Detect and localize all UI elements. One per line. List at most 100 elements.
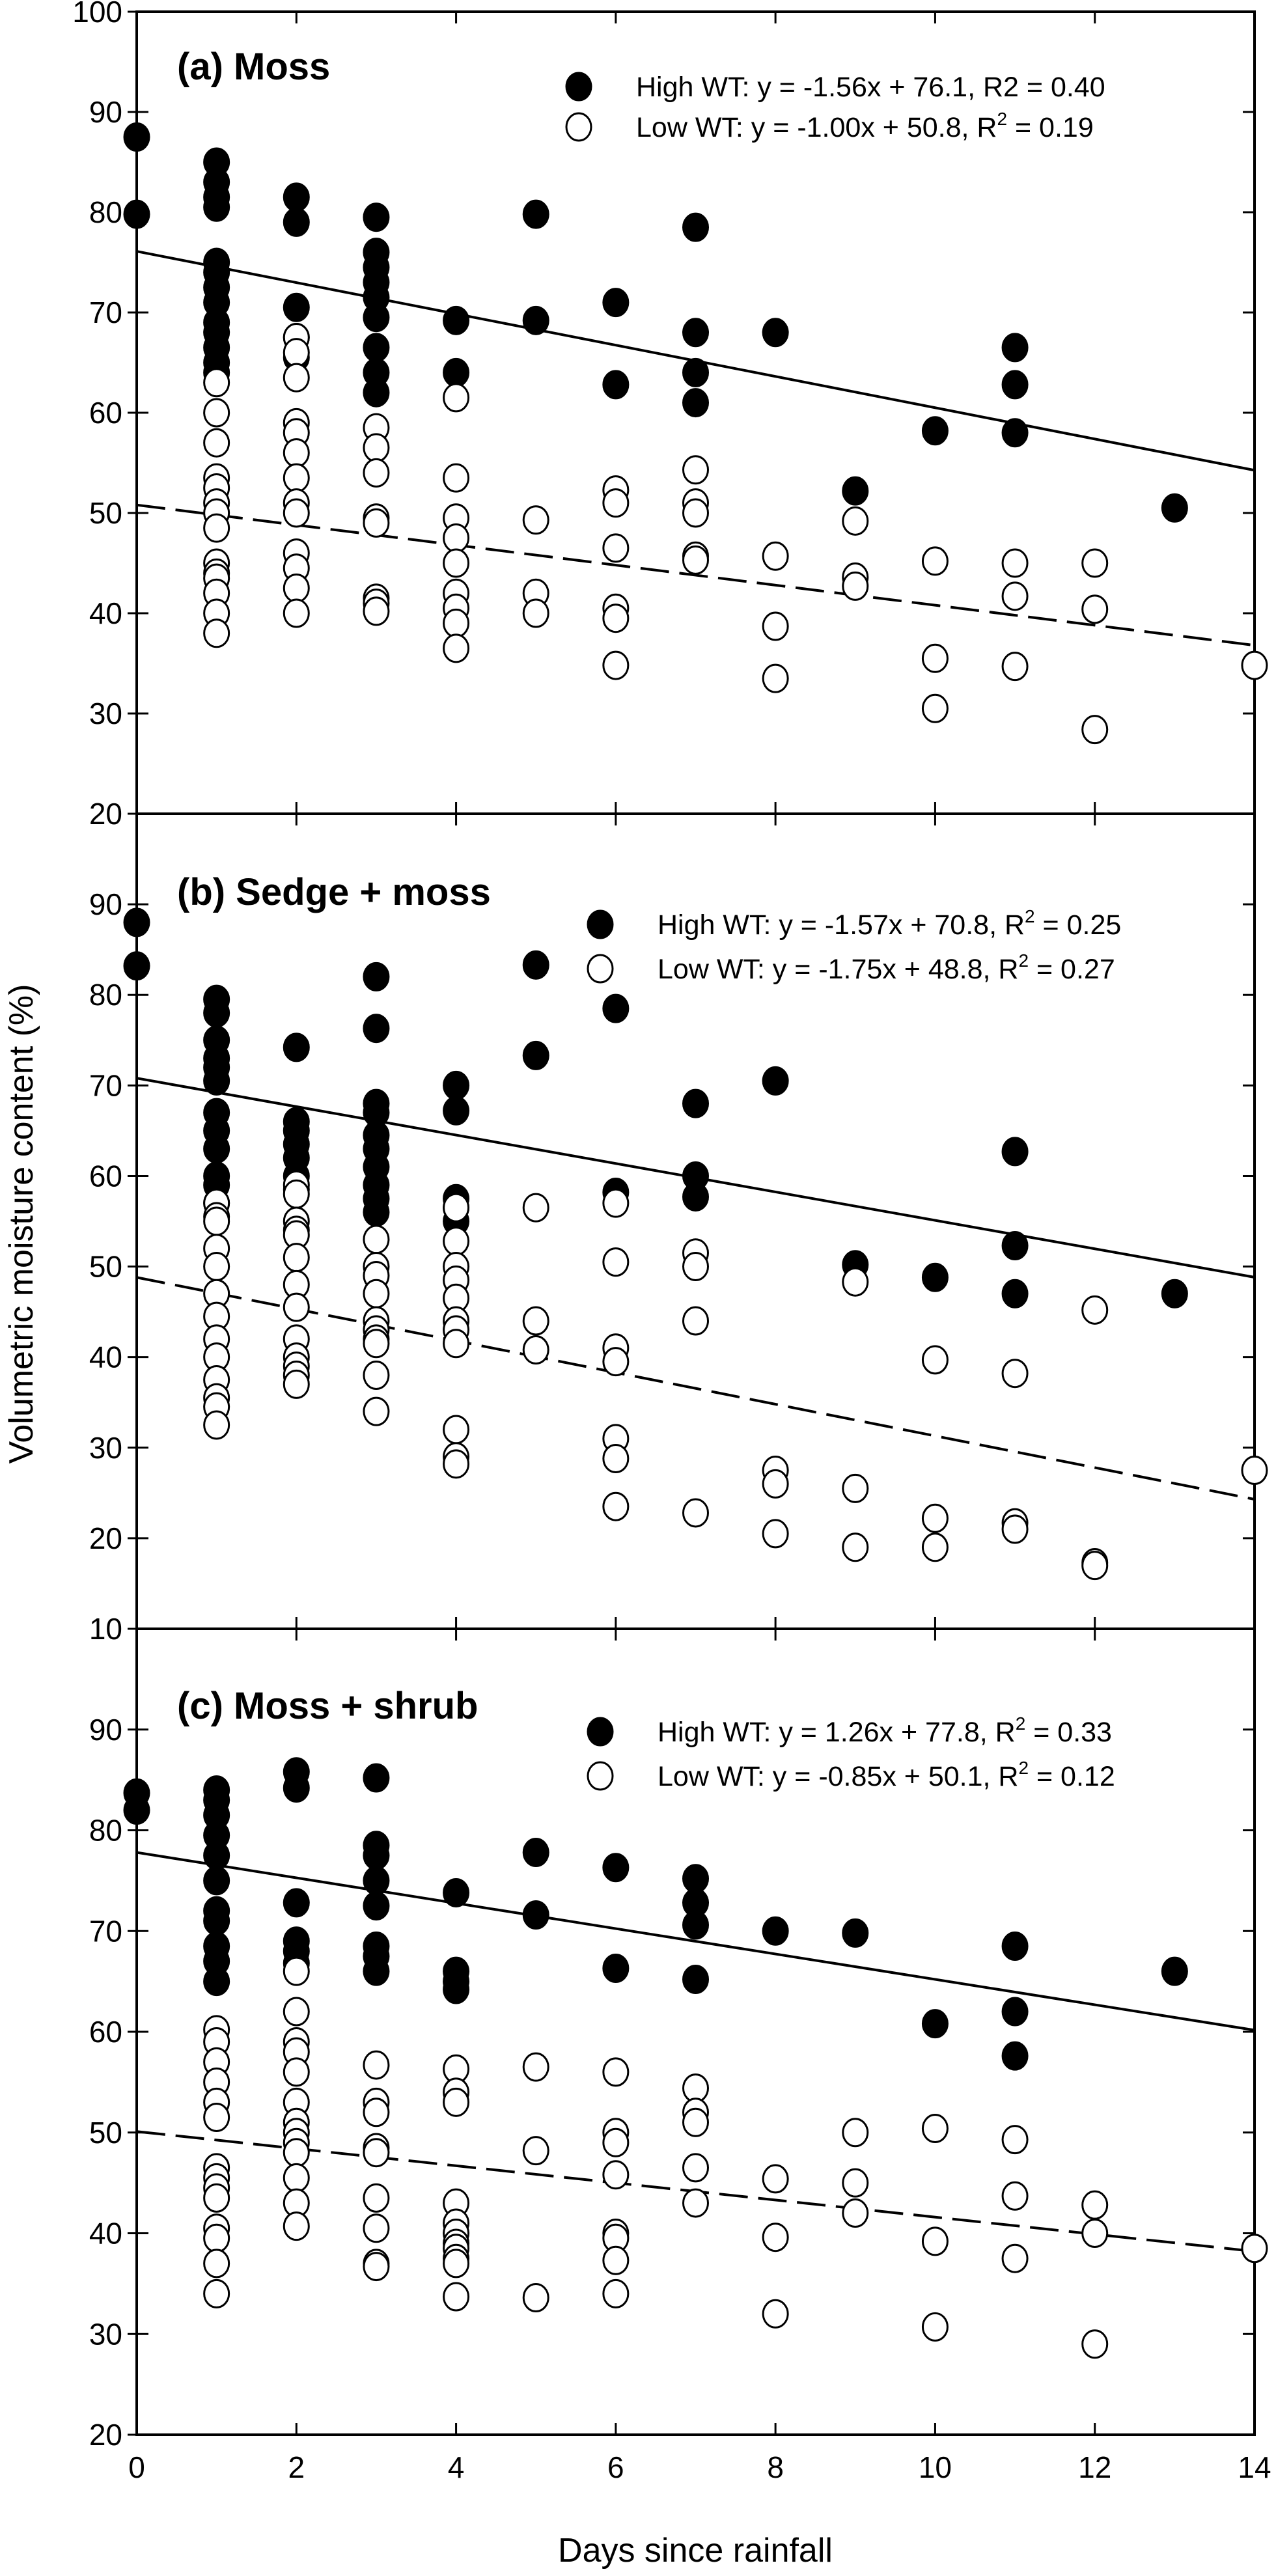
low-wt-point <box>602 2160 630 2190</box>
high-wt-point <box>842 1918 869 1948</box>
high-wt-point <box>1001 1279 1029 1309</box>
low-wt-point <box>443 2087 470 2117</box>
low-wt-point <box>283 1997 310 2027</box>
high-wt-point <box>1001 2041 1029 2071</box>
y-tick-label: 90 <box>89 1713 122 1747</box>
low-wt-point <box>363 508 390 538</box>
low-wt-point <box>283 1179 310 1209</box>
low-wt-point <box>1081 715 1109 745</box>
low-wt-point <box>203 398 230 428</box>
low-wt-point <box>283 1292 310 1322</box>
low-wt-point <box>363 2213 390 2243</box>
high-wt-point <box>363 1763 390 1793</box>
low-wt-point <box>203 2223 230 2253</box>
high-wt-point <box>283 292 310 322</box>
x-tick-label: 12 <box>1078 2450 1111 2484</box>
low-wt-point <box>762 1469 789 1499</box>
low-wt-point <box>203 2103 230 2133</box>
y-tick-label: 70 <box>89 296 122 329</box>
high-wt-point <box>363 1891 390 1921</box>
legend-entry-low-wt: Low WT: y = -1.00x + 50.8, R2 = 0.19 <box>636 109 1094 143</box>
x-tick-label: 8 <box>767 2450 784 2484</box>
low-wt-point <box>443 463 470 493</box>
low-wt-point <box>203 513 230 543</box>
low-wt-point <box>203 2183 230 2213</box>
high-wt-point <box>682 1965 709 1995</box>
low-wt-point <box>762 2223 789 2252</box>
low-wt-point <box>682 2107 709 2137</box>
low-wt-point <box>283 2138 310 2168</box>
high-wt-point <box>203 998 230 1028</box>
x-tick-label: 4 <box>448 2450 465 2484</box>
low-wt-point <box>363 1396 390 1426</box>
high-wt-point <box>1001 1997 1029 2027</box>
high-wt-point <box>682 1910 709 1940</box>
x-tick-label: 10 <box>919 2450 952 2484</box>
high-wt-point <box>203 192 230 222</box>
high-wt-point <box>682 212 709 242</box>
low-wt-point <box>921 546 949 576</box>
low-wt-point <box>363 1225 390 1254</box>
low-wt-point <box>762 2299 789 2329</box>
low-wt-point <box>921 1345 949 1375</box>
high-wt-point <box>522 199 549 229</box>
legend-open-marker <box>565 112 592 142</box>
panel-c: 20 30 40 50 60 70 80 90 (c) Moss + shrub High WT:… <box>89 1627 1268 2452</box>
low-wt-point <box>1081 594 1109 624</box>
low-wt-point <box>203 428 230 458</box>
low-wt-point <box>921 1503 949 1533</box>
y-tick-label: 20 <box>89 1521 122 1555</box>
legend-filled-marker <box>587 1717 614 1747</box>
low-wt-point <box>283 1243 310 1273</box>
y-tick-label: 60 <box>89 396 122 430</box>
low-wt-point <box>602 488 630 518</box>
panel-title: (c) Moss + shrub <box>177 1685 478 1727</box>
y-tick-label: 10 <box>89 1612 122 1646</box>
low-wt-point <box>762 541 789 571</box>
high-wt-point <box>123 199 150 229</box>
panel-title: (a) Moss <box>177 46 330 88</box>
high-wt-point <box>443 1974 470 2004</box>
high-wt-point <box>921 2009 949 2039</box>
low-wt-point <box>363 2138 390 2168</box>
y-tick-label: 90 <box>89 95 122 129</box>
y-tick-label: 70 <box>89 1914 122 1948</box>
low-wt-point <box>443 2282 470 2312</box>
high-wt-point <box>1001 333 1029 363</box>
low-wt-point <box>443 608 470 638</box>
low-wt-point <box>682 498 709 528</box>
high-wt-point <box>203 1066 230 1096</box>
low-wt-point <box>762 2164 789 2194</box>
high-wt-point <box>123 1795 150 1825</box>
low-wt-point <box>522 505 549 535</box>
y-tick-label: 40 <box>89 2217 122 2251</box>
high-wt-point <box>1001 1231 1029 1261</box>
low-wt-point <box>363 2252 390 2282</box>
y-tick-label: 50 <box>89 2116 122 2150</box>
low-wt-point <box>203 1410 230 1440</box>
high-wt-point <box>602 1954 630 1984</box>
low-wt-point <box>1001 1514 1029 1544</box>
high-wt-point <box>123 122 150 152</box>
low-wt-point <box>283 498 310 528</box>
high-wt-point <box>762 1066 789 1096</box>
high-wt-point <box>283 207 310 237</box>
legend-entry-low-wt: Low WT: y = -1.75x + 48.8, R2 = 0.27 <box>658 950 1115 985</box>
low-wt-regression-line <box>136 503 1255 647</box>
low-wt-point <box>921 693 949 723</box>
y-tick-label: 30 <box>89 697 122 730</box>
low-wt-point <box>283 574 310 603</box>
high-wt-point <box>1161 1956 1188 1986</box>
y-tick-label: 50 <box>89 496 122 530</box>
low-wt-point <box>203 368 230 398</box>
low-wt-point <box>363 433 390 463</box>
low-wt-point <box>682 2188 709 2218</box>
y-tick-label: 60 <box>89 1159 122 1193</box>
low-wt-point <box>1001 652 1029 682</box>
low-wt-point <box>1001 548 1029 578</box>
low-wt-point <box>682 455 709 485</box>
high-wt-point <box>123 951 150 981</box>
high-wt-point <box>363 303 390 333</box>
high-wt-point <box>443 1096 470 1126</box>
low-wt-point <box>203 1252 230 1282</box>
